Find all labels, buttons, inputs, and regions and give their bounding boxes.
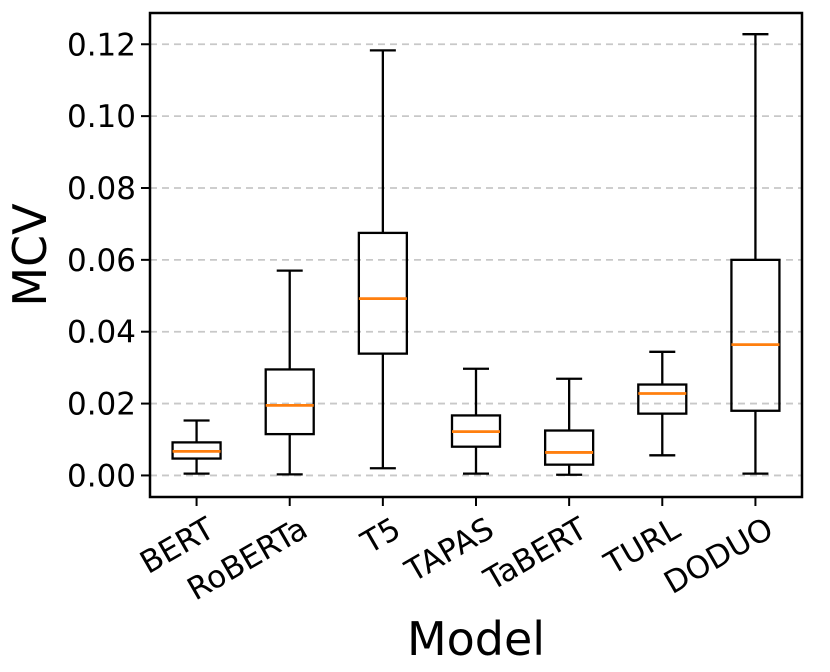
y-tick-label: 0.08	[67, 171, 136, 207]
x-axis-title: Model	[407, 612, 545, 666]
box-t5	[357, 231, 409, 355]
box-tabert	[543, 429, 595, 466]
y-tick-label: 0.02	[67, 387, 136, 423]
y-tick-label: 0.06	[67, 243, 136, 279]
x-tick-label-t5: T5	[355, 511, 407, 562]
box-layer	[171, 33, 781, 476]
box-roberta	[264, 368, 315, 436]
y-axis-title: MCV	[3, 203, 57, 307]
plot-frame	[148, 11, 804, 499]
y-tick-label: 0.10	[67, 99, 136, 135]
y-tick-label: 0.00	[67, 458, 136, 494]
axis-layer	[141, 11, 804, 506]
box-doduo	[730, 258, 781, 412]
y-tick-label: 0.04	[67, 315, 136, 351]
y-tick-label: 0.12	[67, 27, 136, 63]
grid-layer	[150, 43, 802, 477]
box-turl	[637, 383, 688, 415]
x-tick-label-tabert: TaBERT	[477, 510, 594, 598]
x-tick-label-doduo: DODUO	[658, 511, 779, 602]
